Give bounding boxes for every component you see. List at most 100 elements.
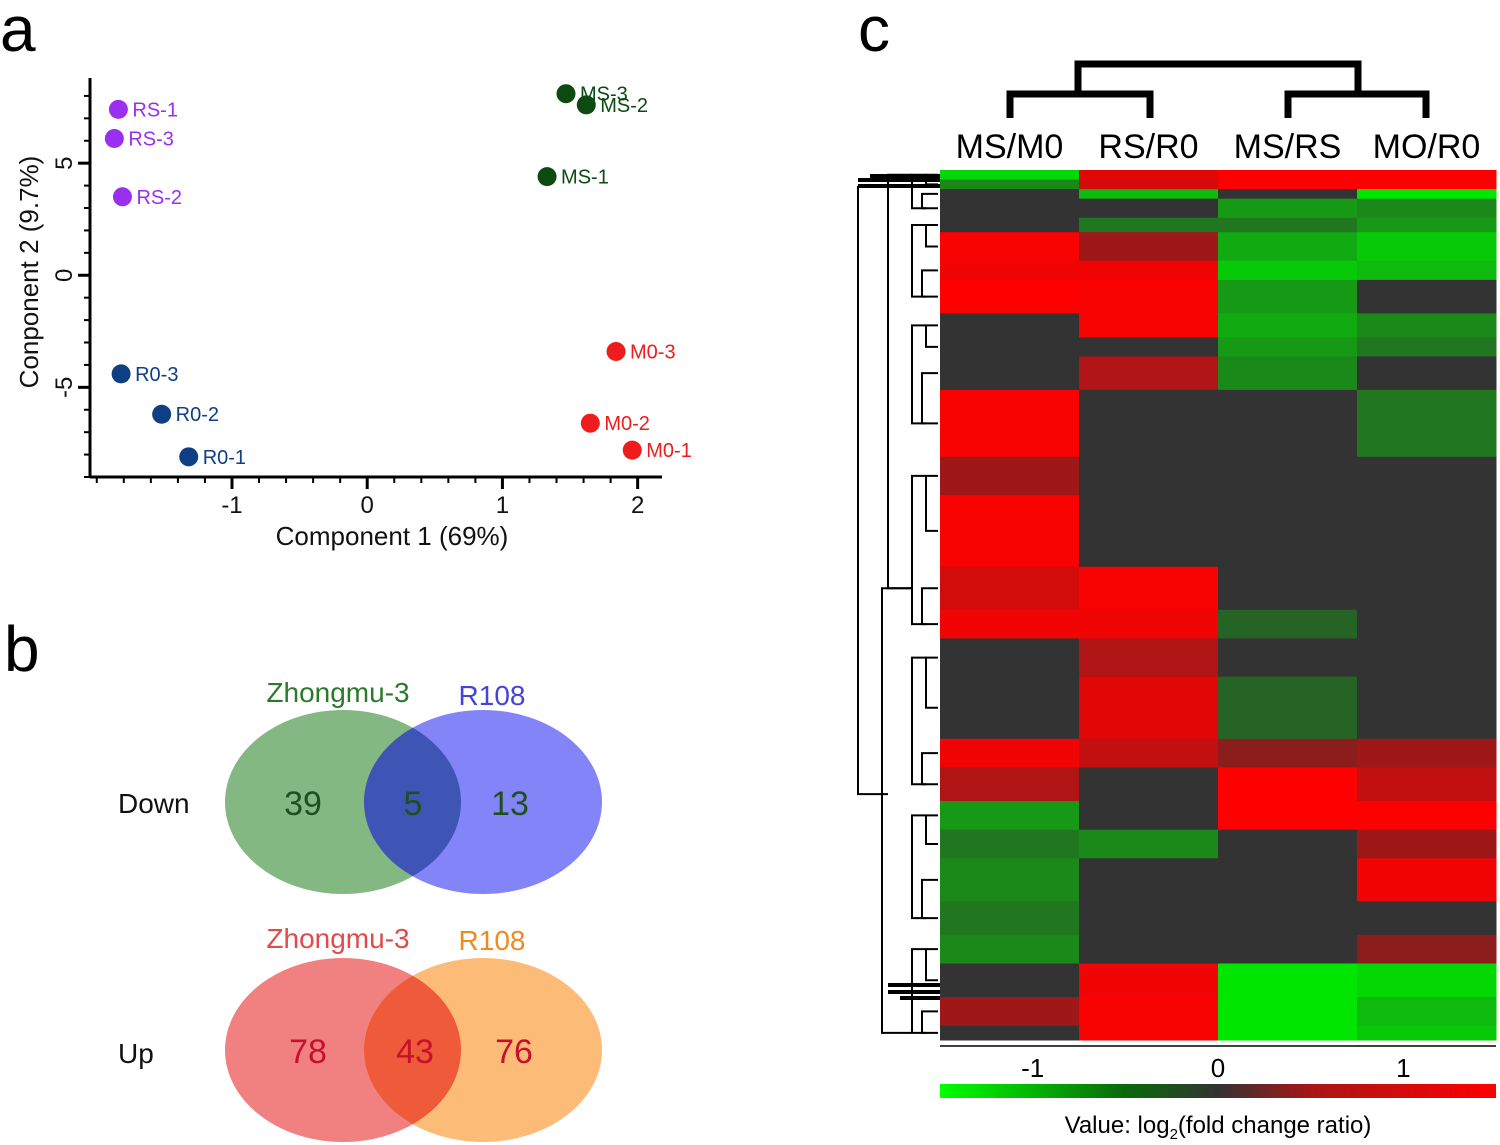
heatmap-cell: [1357, 738, 1497, 769]
heatmap-cell: [1218, 609, 1358, 639]
pca-scatter-plot: -1 0 1 2 -5 0 5 Component 1 (69%) Conponent 2…: [14, 78, 692, 551]
heatmap-cell: [1079, 170, 1219, 181]
heatmap-cell: [1357, 609, 1497, 639]
heatmap-cell: [1218, 189, 1358, 200]
heatmap-cell: [1218, 638, 1358, 678]
venn-down-right-count: 13: [491, 785, 529, 823]
scatter-point-label: M0-1: [646, 440, 692, 462]
panel-letter-b: b: [4, 613, 40, 685]
scatter-point-m0-1: [622, 440, 642, 460]
scatter-points: RS-1RS-3RS-2R0-3R0-2R0-1MS-3MS-2MS-1M0-3…: [104, 84, 692, 469]
heatmap-cell: [1357, 1025, 1497, 1041]
heatmap-cell: [1357, 495, 1497, 568]
dendrogram-branch: [921, 1010, 938, 1034]
x-tick-label: -1: [221, 492, 242, 519]
heatmap-cell: [940, 356, 1080, 391]
heatmap-cell: [940, 1025, 1080, 1041]
heatmap-cell: [940, 858, 1080, 902]
dendrogram-branch: [911, 656, 926, 786]
heatmap-cell: [940, 738, 1080, 769]
venn-diagrams: Down Zhongmu-3 R108 39 5 13 Up Zhongmu-3…: [118, 677, 602, 1142]
heatmap-cell: [1079, 963, 1219, 998]
colorbar-title-subscript: 2: [1170, 1126, 1178, 1143]
heatmap-cell: [940, 901, 1080, 936]
heatmap-cell: [940, 495, 1080, 568]
x-tick-label: 0: [361, 492, 374, 519]
heatmap-cell: [1218, 829, 1358, 859]
heatmap-cell: [940, 767, 1080, 802]
heatmap-cell: [1357, 934, 1497, 965]
heatmap-cell: [1079, 495, 1219, 568]
heatmap-cell: [940, 337, 1080, 357]
venn-row-label-down: Down: [118, 788, 190, 819]
heatmap-cell: [1218, 495, 1358, 568]
heatmap-cell: [1357, 767, 1497, 802]
venn-up: Up Zhongmu-3 R108 78 43 76: [118, 923, 602, 1142]
heatmap-cell: [1218, 217, 1358, 233]
scatter-point-ms-1: [537, 167, 557, 187]
heatmap-cell: [1218, 996, 1358, 1027]
heatmap-cell: [940, 996, 1080, 1027]
heatmap-cell: [1079, 676, 1219, 740]
heatmap-cell: [1357, 279, 1497, 314]
heatmap-cell: [1357, 963, 1497, 998]
heatmap-cell: [1218, 456, 1358, 496]
scatter-point-ms-3: [556, 84, 576, 104]
dendrogram-branch: [925, 474, 938, 532]
x-tick-label: 2: [631, 492, 644, 519]
colorbar: [940, 1084, 1496, 1098]
heatmap-cell: [1079, 934, 1219, 965]
heatmap-cell: [1218, 356, 1358, 391]
scatter-point-label: M0-2: [604, 413, 650, 435]
heatmap-cell: [1218, 179, 1358, 190]
heatmap-cell: [940, 800, 1080, 831]
heatmap-cell: [1079, 179, 1219, 190]
scatter-point-label: R0-1: [203, 447, 246, 469]
scatter-point-m0-3: [606, 341, 626, 361]
colorbar-title-main: Value: log: [1065, 1112, 1170, 1139]
heatmap-cell: [940, 389, 1080, 458]
heatmap-cell: [940, 260, 1080, 281]
dendrogram-branch: [925, 948, 938, 982]
venn-up-right-title: R108: [459, 925, 526, 956]
heatmap-cell: [1357, 638, 1497, 678]
dendrogram-branch: [925, 223, 938, 248]
heatmap-cell: [940, 279, 1080, 314]
venn-up-overlap-count: 43: [396, 1033, 434, 1071]
dendrogram-branch: [881, 587, 912, 1034]
dendrogram-branch: [911, 324, 926, 425]
heatmap-cell: [1079, 356, 1219, 391]
dendrogram-bottom-branches: [888, 983, 940, 1000]
heatmap-cell: [1357, 829, 1497, 859]
heatmap-cell: [1357, 858, 1497, 902]
dendrogram-branch: [911, 474, 926, 626]
dendrogram-branch: [925, 814, 938, 846]
heatmap-cell: [940, 934, 1080, 965]
heatmap-cell: [1357, 356, 1497, 391]
scatter-point-rs-3: [104, 129, 124, 149]
colorbar-title: Value: log2(fold change ratio): [1065, 1112, 1372, 1143]
heatmap-cell: [1079, 638, 1219, 678]
heatmap-cell: [940, 189, 1080, 200]
heatmap-cell: [1079, 1025, 1219, 1041]
dendrogram-branch: [921, 269, 938, 298]
y-tick-label: -5: [51, 377, 78, 398]
venn-down: Down Zhongmu-3 R108 39 5 13: [118, 677, 602, 894]
venn-down-right-title: R108: [459, 680, 526, 711]
x-tick-label: 1: [496, 492, 509, 519]
column-dendrogram: [1006, 60, 1430, 118]
heatmap-cell: [1357, 566, 1497, 611]
heatmap-cell: [940, 676, 1080, 740]
heatmap-cell: [940, 829, 1080, 859]
dendrogram-branch: [887, 173, 912, 590]
scatter-point-m0-2: [580, 413, 600, 433]
heatmap-cell: [1079, 217, 1219, 233]
heatmap-cell: [1079, 800, 1219, 831]
heatmap-cell: [1079, 609, 1219, 639]
heatmap-cell: [1218, 313, 1358, 338]
x-tick-labels: -1 0 1 2: [221, 477, 644, 519]
heatmap-cell: [1357, 996, 1497, 1027]
dendrogram-branch: [921, 752, 938, 786]
venn-row-label-up: Up: [118, 1038, 154, 1069]
